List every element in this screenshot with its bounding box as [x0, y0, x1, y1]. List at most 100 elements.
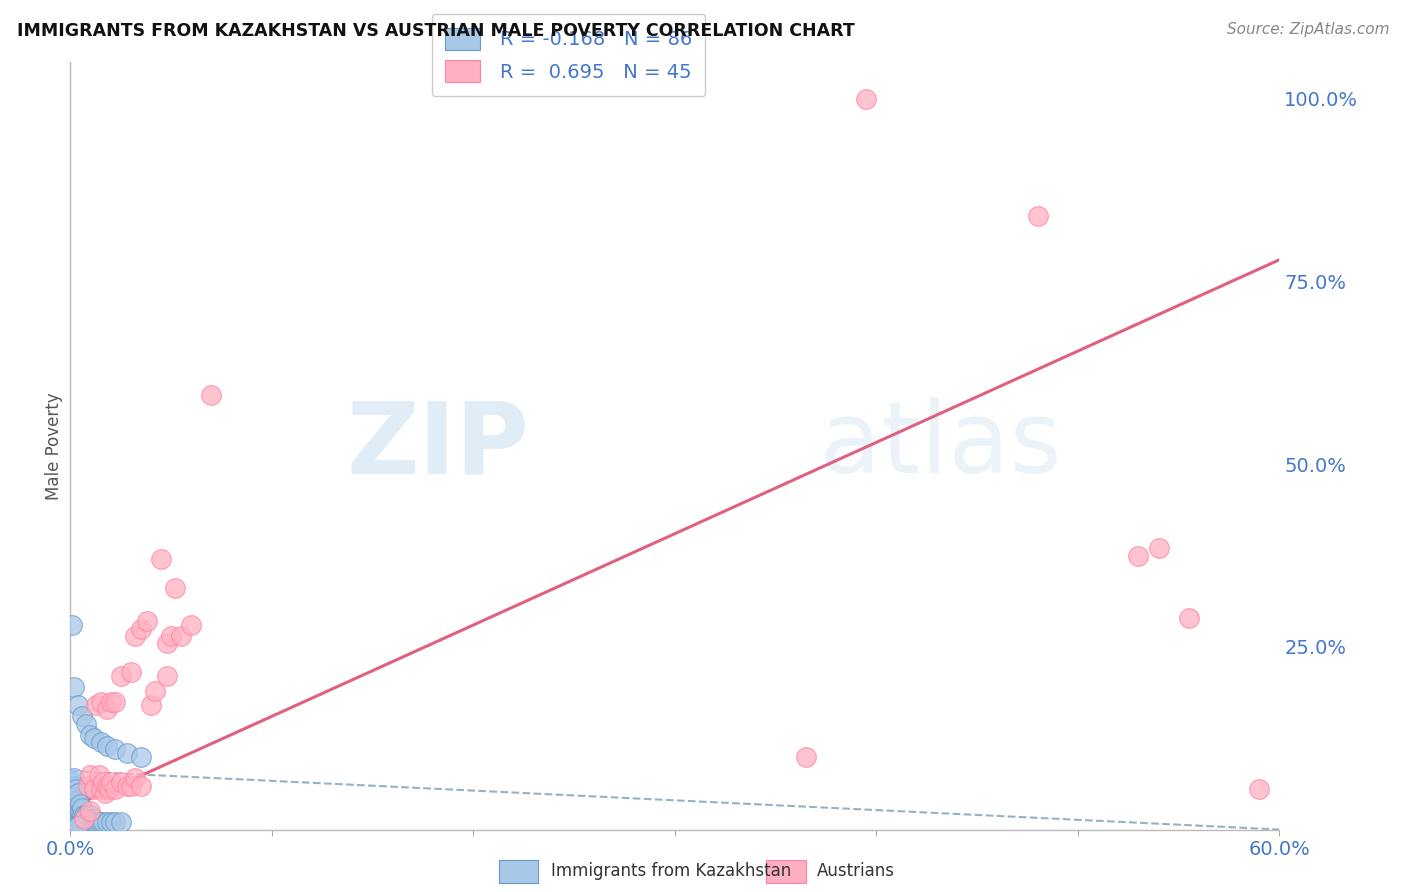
Point — [1128, 549, 1150, 563]
Text: Immigrants from Kazakhstan: Immigrants from Kazakhstan — [551, 863, 792, 880]
Point — [104, 782, 127, 797]
Point — [67, 815, 90, 830]
Point — [67, 698, 90, 713]
Point — [67, 786, 90, 800]
Point — [79, 815, 101, 830]
Point — [63, 789, 86, 804]
Point — [69, 797, 91, 811]
Point — [60, 800, 83, 814]
Point — [90, 782, 111, 797]
Point — [83, 731, 105, 746]
Point — [60, 775, 83, 789]
Point — [129, 622, 152, 636]
Point — [69, 808, 91, 822]
Point — [120, 665, 142, 680]
Point — [77, 779, 100, 793]
Point — [60, 822, 83, 837]
Point — [139, 698, 162, 713]
Point — [63, 815, 86, 830]
Point — [72, 815, 94, 830]
Point — [67, 812, 90, 826]
Point — [60, 789, 83, 804]
Point — [67, 793, 90, 807]
Point — [73, 815, 96, 830]
Point — [63, 797, 86, 811]
Point — [75, 815, 97, 830]
Point — [65, 819, 87, 833]
Point — [1147, 541, 1170, 556]
Point — [65, 808, 87, 822]
Point — [110, 815, 132, 830]
Point — [59, 822, 82, 837]
Point — [160, 629, 183, 643]
Y-axis label: Male Poverty: Male Poverty — [45, 392, 63, 500]
Point — [75, 808, 97, 822]
Point — [91, 775, 114, 789]
Point — [79, 812, 101, 826]
Point — [86, 815, 108, 830]
Point — [129, 749, 152, 764]
Point — [110, 669, 132, 683]
Point — [60, 779, 83, 793]
Point — [65, 815, 87, 830]
Point — [150, 552, 173, 566]
Point — [65, 797, 87, 811]
Point — [100, 695, 122, 709]
Point — [115, 746, 138, 760]
Point — [77, 815, 100, 830]
Point — [65, 789, 87, 804]
Point — [104, 742, 127, 756]
Point — [63, 680, 86, 694]
Point — [200, 388, 222, 402]
Point — [65, 800, 87, 814]
Point — [72, 808, 94, 822]
Point — [96, 815, 118, 830]
Point — [96, 739, 118, 753]
Point — [79, 808, 101, 822]
Point — [69, 805, 91, 819]
Point — [63, 800, 86, 814]
Point — [100, 815, 122, 830]
Point — [63, 793, 86, 807]
Point — [60, 822, 83, 837]
Point — [60, 812, 83, 826]
Point — [77, 812, 100, 826]
Point — [73, 808, 96, 822]
Point — [72, 800, 94, 814]
Point — [129, 779, 152, 793]
Text: ZIP: ZIP — [347, 398, 530, 494]
Point — [1178, 610, 1201, 624]
Point — [143, 683, 166, 698]
Point — [69, 815, 91, 830]
Point — [110, 775, 132, 789]
Point — [63, 812, 86, 826]
Point — [83, 815, 105, 830]
Point — [1026, 209, 1049, 223]
Point — [165, 582, 187, 596]
Point — [855, 92, 877, 106]
Point — [96, 702, 118, 716]
Point — [79, 805, 101, 819]
Point — [156, 669, 179, 683]
Point — [170, 629, 193, 643]
Point — [124, 772, 146, 786]
Text: Source: ZipAtlas.com: Source: ZipAtlas.com — [1226, 22, 1389, 37]
Point — [63, 779, 86, 793]
Point — [97, 782, 120, 797]
Text: IMMIGRANTS FROM KAZAKHSTAN VS AUSTRIAN MALE POVERTY CORRELATION CHART: IMMIGRANTS FROM KAZAKHSTAN VS AUSTRIAN M… — [17, 22, 855, 40]
Point — [79, 728, 101, 742]
Point — [104, 815, 127, 830]
Point — [63, 772, 86, 786]
Point — [60, 805, 83, 819]
Point — [156, 636, 179, 650]
Point — [63, 805, 86, 819]
Point — [100, 775, 122, 789]
Point — [75, 716, 97, 731]
Point — [90, 735, 111, 749]
Point — [86, 698, 108, 713]
Point — [65, 812, 87, 826]
Point — [60, 808, 83, 822]
Point — [120, 779, 142, 793]
Point — [60, 815, 83, 830]
Point — [87, 768, 110, 782]
